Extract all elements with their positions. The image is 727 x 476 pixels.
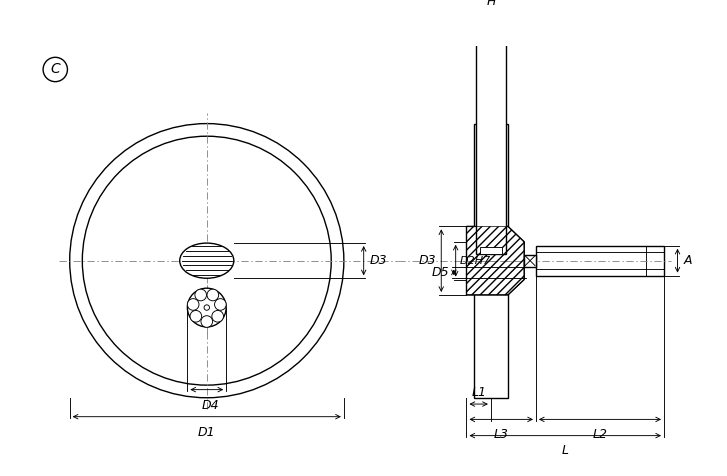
Bar	[524, 255, 536, 267]
Text: C: C	[50, 62, 60, 77]
Circle shape	[212, 310, 223, 322]
Polygon shape	[467, 227, 524, 295]
Text: L1: L1	[471, 386, 486, 399]
Text: L: L	[562, 444, 569, 457]
Text: D3: D3	[418, 254, 435, 267]
Text: D2H7: D2H7	[459, 256, 491, 266]
Bar	[474, 124, 508, 398]
Text: A: A	[684, 254, 692, 267]
Circle shape	[188, 298, 199, 310]
Text: H: H	[486, 0, 496, 8]
Text: D1: D1	[198, 426, 216, 439]
Circle shape	[190, 310, 201, 322]
Text: D5: D5	[432, 266, 449, 279]
Ellipse shape	[180, 243, 234, 278]
Bar	[536, 246, 664, 276]
Bar	[480, 247, 502, 254]
Circle shape	[204, 305, 209, 310]
Circle shape	[207, 289, 219, 301]
Circle shape	[188, 288, 226, 327]
Text: D4: D4	[201, 399, 220, 412]
Text: L3: L3	[494, 427, 509, 440]
Text: D3: D3	[370, 254, 387, 267]
Circle shape	[201, 316, 212, 327]
Circle shape	[214, 298, 226, 310]
Text: L2: L2	[593, 427, 608, 440]
Circle shape	[195, 289, 206, 301]
Bar	[476, 29, 506, 254]
